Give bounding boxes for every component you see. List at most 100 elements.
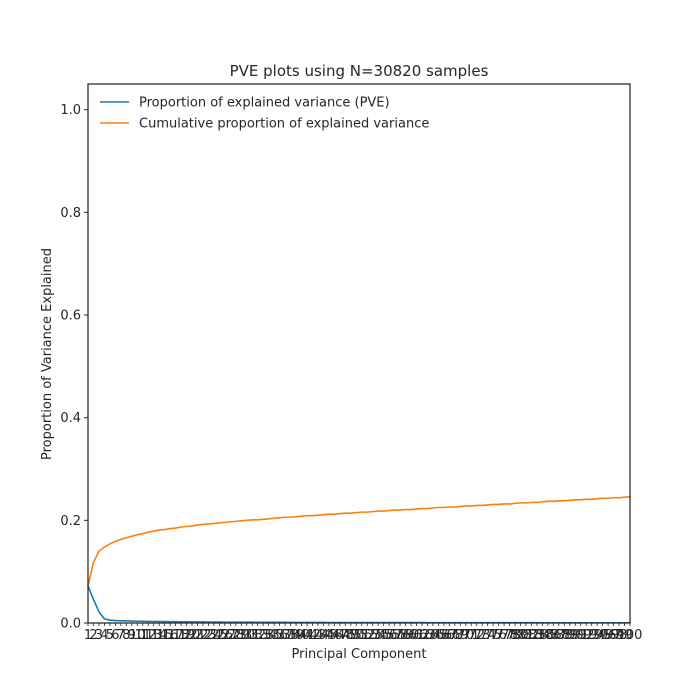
x-tick-label: 77: [496, 628, 513, 643]
x-tick-label: 7: [117, 628, 125, 643]
x-tick-label: 30: [238, 628, 255, 643]
x-tick-label: 19: [178, 628, 195, 643]
x-tick-label: 63: [419, 628, 436, 643]
x-tick-label: 100: [618, 628, 643, 643]
x-tick-label: 98: [611, 628, 628, 643]
x-tick-label: 83: [529, 628, 546, 643]
x-tick-label: 13: [145, 628, 162, 643]
x-tick-label: 33: [255, 628, 272, 643]
x-tick-label: 56: [381, 628, 398, 643]
x-tick-label: 90: [567, 628, 584, 643]
x-tick-label: 54: [370, 628, 387, 643]
chart-title: PVE plots using N=30820 samples: [230, 62, 489, 80]
x-tick-label: 44: [315, 628, 332, 643]
x-tick-label: 91: [572, 628, 589, 643]
x-tick-label: 15: [156, 628, 173, 643]
x-tick-label: 93: [583, 628, 600, 643]
x-tick-label: 17: [167, 628, 184, 643]
y-tick-label: 0.8: [60, 206, 81, 221]
x-tick-label: 92: [578, 628, 595, 643]
x-tick-label: 78: [501, 628, 518, 643]
plot-frame: [87, 83, 631, 624]
x-tick-label: 99: [616, 628, 633, 643]
x-tick-label: 18: [173, 628, 190, 643]
x-tick-label: 72: [468, 628, 485, 643]
series-line-cumulative: [87, 495, 631, 587]
x-tick-label: 10: [129, 628, 146, 643]
x-tick-label: 36: [271, 628, 288, 643]
x-tick-label: 35: [266, 628, 283, 643]
x-tick-label: 58: [392, 628, 409, 643]
x-tick-label: 12: [140, 628, 157, 643]
x-tick-label: 64: [425, 628, 442, 643]
x-tick-label: 40: [293, 628, 310, 643]
y-tick-label: 0.2: [60, 514, 81, 529]
plot-area-background: [88, 84, 630, 623]
x-tick-label: 89: [562, 628, 579, 643]
x-tick-label: 70: [457, 628, 474, 643]
x-tick-label: 38: [282, 628, 299, 643]
x-tick-label: 1: [84, 628, 92, 643]
x-tick-label: 41: [299, 628, 316, 643]
x-tick-label: 22: [195, 628, 212, 643]
x-tick-label: 24: [206, 628, 223, 643]
x-tick-label: 57: [386, 628, 403, 643]
x-tick-label: 88: [556, 628, 573, 643]
x-tick-label: 23: [200, 628, 217, 643]
x-tick-label: 2: [89, 628, 97, 643]
x-tick-label: 48: [337, 628, 354, 643]
x-tick-label: 3: [95, 628, 103, 643]
x-tick-label: 14: [151, 628, 168, 643]
x-tick-label: 60: [403, 628, 420, 643]
x-tick-label: 79: [507, 628, 524, 643]
legend-label-cumulative: Cumulative proportion of explained varia…: [139, 117, 429, 132]
x-tick-label: 85: [540, 628, 557, 643]
x-tick-label: 25: [211, 628, 228, 643]
x-tick-label: 43: [310, 628, 327, 643]
x-tick-label: 6: [111, 628, 119, 643]
x-tick-label: 53: [364, 628, 381, 643]
x-tick-label: 27: [222, 628, 239, 643]
x-tick-label: 26: [217, 628, 234, 643]
x-tick-label: 82: [523, 628, 540, 643]
x-tick-label: 75: [485, 628, 502, 643]
x-tick-label: 55: [375, 628, 392, 643]
x-tick-label: 94: [589, 628, 606, 643]
x-tick-label: 74: [479, 628, 496, 643]
x-tick-label: 47: [332, 628, 349, 643]
x-tick-label: 76: [490, 628, 507, 643]
x-tick-label: 51: [353, 628, 370, 643]
x-tick-label: 29: [233, 628, 250, 643]
x-tick-label: 95: [594, 628, 611, 643]
x-tick-label: 5: [106, 628, 114, 643]
x-axis-label: Principal Component: [291, 647, 426, 662]
y-tick-label: 1.0: [60, 103, 81, 118]
x-axis-ticks: 1234567891011121314151617181920212223242…: [84, 623, 643, 643]
x-tick-label: 71: [463, 628, 480, 643]
x-tick-label: 16: [162, 628, 179, 643]
x-tick-label: 21: [189, 628, 206, 643]
y-axis-label: Proportion of Variance Explained: [40, 248, 55, 460]
x-tick-label: 39: [288, 628, 305, 643]
x-tick-label: 96: [600, 628, 617, 643]
x-tick-label: 28: [228, 628, 245, 643]
x-tick-label: 20: [184, 628, 201, 643]
x-tick-label: 87: [551, 628, 568, 643]
x-tick-label: 68: [447, 628, 464, 643]
x-tick-label: 4: [100, 628, 108, 643]
y-tick-label: 0.0: [60, 617, 81, 632]
y-tick-label: 0.6: [60, 309, 81, 324]
y-tick-label: 0.4: [60, 411, 81, 426]
x-tick-label: 86: [545, 628, 562, 643]
x-tick-label: 81: [518, 628, 535, 643]
y-axis-ticks: 0.0 0.2 0.4 0.6 0.8 1.0: [60, 103, 88, 632]
x-tick-label: 73: [474, 628, 491, 643]
x-tick-label: 45: [321, 628, 338, 643]
x-tick-label: 8: [122, 628, 130, 643]
x-tick-label: 37: [277, 628, 294, 643]
x-tick-label: 31: [244, 628, 261, 643]
legend: Proportion of explained variance (PVE) C…: [100, 96, 429, 132]
x-tick-label: 34: [260, 628, 277, 643]
x-tick-label: 9: [128, 628, 136, 643]
